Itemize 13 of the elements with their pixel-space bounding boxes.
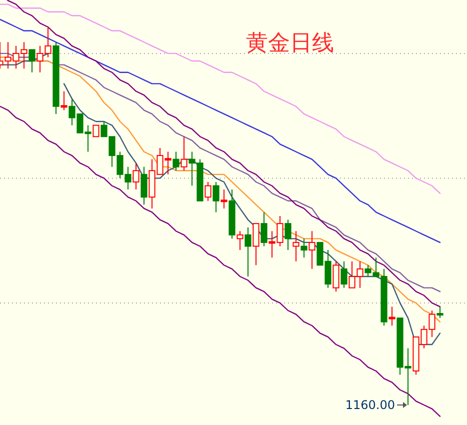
candlestick [204,181,212,202]
chart-title: 黄金日线 [246,31,334,56]
candlestick [140,166,148,206]
candlestick [340,260,348,288]
candlestick [244,226,252,277]
candlestick [292,230,300,262]
candlestick [212,181,220,213]
candlestick [52,42,60,114]
candlestick [308,230,316,270]
annotation: 1160.00 [345,398,395,412]
candlestick [300,238,308,258]
candlestick [132,162,140,190]
candlestick [236,230,244,251]
